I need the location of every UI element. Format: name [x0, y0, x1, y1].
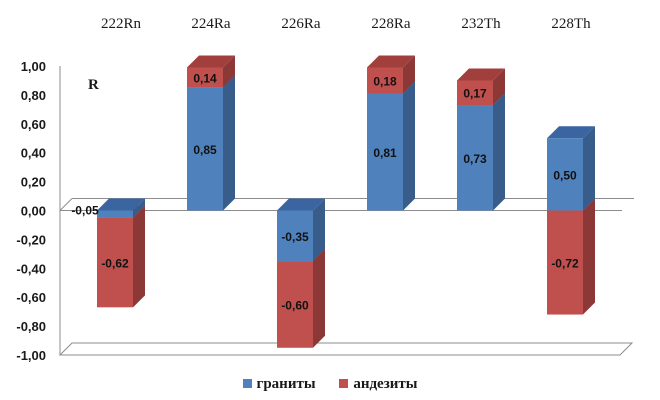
- y-tick-label: 0,80: [21, 88, 46, 103]
- bar-andezity-side: [313, 249, 325, 348]
- y-tick-label: -1,00: [16, 348, 46, 363]
- y-tick-label: -0,40: [16, 261, 46, 276]
- legend-label-granity: граниты: [256, 376, 316, 392]
- category-label: 228Th: [551, 16, 591, 32]
- bar-granity-side: [493, 93, 505, 211]
- chart-floor: [58, 342, 634, 356]
- bar-andezity-side: [493, 68, 505, 106]
- y-axis-tick-labels: 1,00 0,80 0,60 0,40 0,20 0,00 -0,20 -0,40 -0,60 -…: [16, 59, 46, 363]
- bar-andezity-top: [187, 55, 235, 68]
- legend: граниты андезиты: [0, 376, 660, 393]
- bar-granity-top: [277, 198, 325, 211]
- bar-granity-side: [403, 81, 415, 211]
- bar-andezity: [457, 68, 505, 106]
- data-label: -0,60: [281, 298, 309, 312]
- bar-andezity-side: [133, 205, 145, 308]
- data-label: 0,50: [553, 168, 577, 182]
- bars: [97, 55, 595, 348]
- bar-granity: [97, 198, 145, 218]
- y-tick-label: -0,20: [16, 232, 46, 247]
- category-label: 222Rn: [101, 16, 142, 32]
- y-tick-label: 1,00: [21, 59, 46, 74]
- bar-granity: [367, 81, 415, 211]
- data-label: 0,73: [463, 152, 487, 166]
- bar-granity-side: [583, 126, 595, 211]
- data-label: 0,18: [373, 74, 397, 88]
- legend-item-granity: граниты: [242, 376, 316, 393]
- legend-swatch-andezity: [339, 379, 349, 388]
- bar-granity-front: [547, 138, 583, 211]
- bar-andezity-top: [367, 55, 415, 68]
- bar-granity-front: [277, 210, 313, 262]
- y-tick-label: 0,20: [21, 175, 46, 190]
- legend-item-andezity: андезиты: [339, 376, 417, 393]
- category-labels: 222Rn 224Ra 226Ra 228Ra 232Th 228Th: [101, 16, 591, 32]
- bar-andezity-front: [187, 67, 223, 88]
- bar-andezity-top: [457, 68, 505, 81]
- y-tick-label: -0,60: [16, 290, 46, 305]
- bar-granity: [547, 126, 595, 211]
- legend-swatch-granity: [242, 379, 252, 388]
- data-label: -0,62: [101, 257, 129, 271]
- bar-andezity: [367, 55, 415, 94]
- bar-granity: [277, 198, 325, 262]
- bar-granity-front: [97, 210, 133, 218]
- bar-andezity-front: [367, 67, 403, 94]
- data-label: 0,81: [373, 146, 397, 160]
- chart-axes: [58, 66, 634, 356]
- legend-label-andezity: андезиты: [353, 376, 418, 392]
- bar-andezity-front: [547, 210, 583, 315]
- y-tick-label: 0,40: [21, 146, 46, 161]
- bar-andezity-side: [403, 55, 415, 94]
- zero-line-depth: [59, 198, 73, 211]
- bar-granity-side: [223, 75, 235, 211]
- bar-andezity-front: [457, 80, 493, 106]
- bar-granity-side: [313, 198, 325, 262]
- bar-granity-front: [367, 93, 403, 211]
- y-tick-label: 0,60: [21, 117, 46, 132]
- data-label: 0,14: [193, 72, 217, 86]
- bar-granity-top: [97, 198, 145, 211]
- bar-andezity-side: [583, 198, 595, 315]
- y-tick-label: -0,80: [16, 319, 46, 334]
- data-label: 0,17: [463, 87, 487, 101]
- chart-annotation: R: [88, 77, 99, 93]
- bar-andezity-side: [223, 55, 235, 88]
- data-label: 0,85: [193, 143, 217, 157]
- bar-andezity: [547, 198, 595, 315]
- category-label: 224Ra: [191, 16, 231, 32]
- category-label: 226Ra: [281, 16, 321, 32]
- bar-granity-front: [187, 87, 223, 211]
- bar-andezity-front: [277, 261, 313, 348]
- data-label: -0,35: [281, 230, 309, 244]
- category-label: 232Th: [461, 16, 501, 32]
- bar-granity: [457, 93, 505, 211]
- bar-andezity-front: [97, 217, 133, 308]
- data-labels: -0,62 -0,05 0,85 0,14 -0,60 -0,35 0,81 0,18 0,73…: [71, 72, 579, 313]
- bar-granity-front: [457, 105, 493, 211]
- bar-granity-side: [133, 198, 145, 218]
- category-label: 228Ra: [371, 16, 411, 32]
- bar-granity-top: [547, 126, 595, 139]
- data-label: -0,05: [71, 204, 99, 218]
- bar-andezity: [187, 55, 235, 88]
- data-label: -0,72: [551, 257, 579, 271]
- y-tick-label: 0,00: [21, 204, 46, 219]
